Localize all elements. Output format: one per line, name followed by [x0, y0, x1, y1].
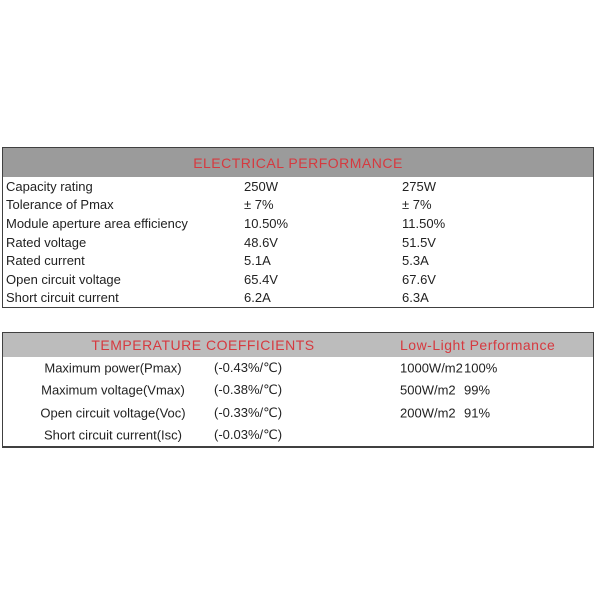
- coefficient-value: (-0.38%/℃): [214, 382, 283, 398]
- coefficient-value: (-0.03%/℃): [214, 426, 283, 442]
- performance-percent: 100%: [464, 360, 498, 376]
- table-row: Maximum voltage(Vmax) (-0.38%/℃) 500W/m2…: [3, 379, 593, 401]
- spec-value-model-1: 6.2A: [244, 290, 271, 306]
- temperature-coefficients-body: Maximum power(Pmax) (-0.43%/℃) 1000W/m2 …: [3, 357, 593, 446]
- table-row: Rated voltage 48.6V 51.5V: [3, 233, 593, 252]
- spec-label: Tolerance of Pmax: [6, 197, 114, 213]
- spec-value-model-2: 11.50%: [402, 215, 446, 231]
- irradiance-value: 500W/m2: [400, 382, 456, 398]
- spec-label: Capacity rating: [6, 178, 93, 194]
- table-row: Short circuit current(Isc) (-0.03%/℃): [3, 424, 593, 446]
- spec-value-model-1: 10.50%: [244, 215, 289, 231]
- spec-label: Short circuit current: [6, 290, 119, 306]
- coefficient-label: Open circuit voltage(Voc): [40, 405, 186, 421]
- table-row: Maximum power(Pmax) (-0.43%/℃) 1000W/m2 …: [3, 357, 593, 379]
- spec-value-model-2: 5.3A: [402, 253, 429, 269]
- spec-value-model-2: 6.3A: [402, 290, 429, 306]
- spec-label: Rated current: [6, 253, 85, 269]
- irradiance-value: 1000W/m2: [400, 360, 463, 376]
- table-row: Rated current 5.1A 5.3A: [3, 251, 593, 270]
- electrical-performance-body: Capacity rating 250W 275W Tolerance of P…: [3, 177, 593, 307]
- spec-value-model-1: 5.1A: [244, 253, 271, 269]
- coefficient-value: (-0.43%/℃): [214, 360, 283, 376]
- spec-value-model-1: 48.6V: [244, 234, 278, 250]
- temperature-coefficients-title: TEMPERATURE COEFFICIENTS: [91, 337, 315, 353]
- spec-value-model-1: ± 7%: [244, 197, 274, 213]
- coefficient-label: Maximum voltage(Vmax): [41, 382, 185, 398]
- spec-value-model-2: 67.6V: [402, 271, 436, 287]
- table-row: Open circuit voltage(Voc) (-0.33%/℃) 200…: [3, 402, 593, 424]
- coefficient-label: Short circuit current(Isc): [44, 427, 182, 443]
- electrical-performance-title: ELECTRICAL PERFORMANCE: [193, 154, 403, 171]
- irradiance-value: 200W/m2: [400, 405, 456, 421]
- coefficient-value: (-0.33%/℃): [214, 404, 283, 420]
- spec-label: Module aperture area efficiency: [6, 215, 188, 231]
- spec-value-model-2: ± 7%: [402, 197, 432, 213]
- spec-label: Rated voltage: [6, 234, 87, 250]
- temperature-coefficients-header: TEMPERATURE COEFFICIENTS Low-Light Perfo…: [3, 333, 593, 357]
- electrical-performance-table: ELECTRICAL PERFORMANCE Capacity rating 2…: [2, 147, 594, 308]
- spec-value-model-2: 51.5V: [402, 234, 436, 250]
- spec-value-model-1: 65.4V: [244, 271, 278, 287]
- coefficient-label: Maximum power(Pmax): [44, 360, 182, 376]
- low-light-performance-title: Low-Light Performance: [400, 337, 556, 353]
- performance-percent: 99%: [464, 382, 491, 398]
- table-row: Open circuit voltage 65.4V 67.6V: [3, 270, 593, 289]
- electrical-performance-header: ELECTRICAL PERFORMANCE: [3, 148, 593, 177]
- table-row: Tolerance of Pmax ± 7% ± 7%: [3, 196, 593, 215]
- spec-label: Open circuit voltage: [6, 271, 121, 287]
- spec-value-model-2: 275W: [402, 178, 436, 194]
- table-row: Module aperture area efficiency 10.50% 1…: [3, 214, 593, 233]
- temperature-coefficients-table: TEMPERATURE COEFFICIENTS Low-Light Perfo…: [2, 332, 594, 448]
- table-row: Capacity rating 250W 275W: [3, 177, 593, 196]
- performance-percent: 91%: [464, 405, 491, 421]
- spec-value-model-1: 250W: [244, 178, 278, 194]
- table-row: Short circuit current 6.2A 6.3A: [3, 288, 593, 307]
